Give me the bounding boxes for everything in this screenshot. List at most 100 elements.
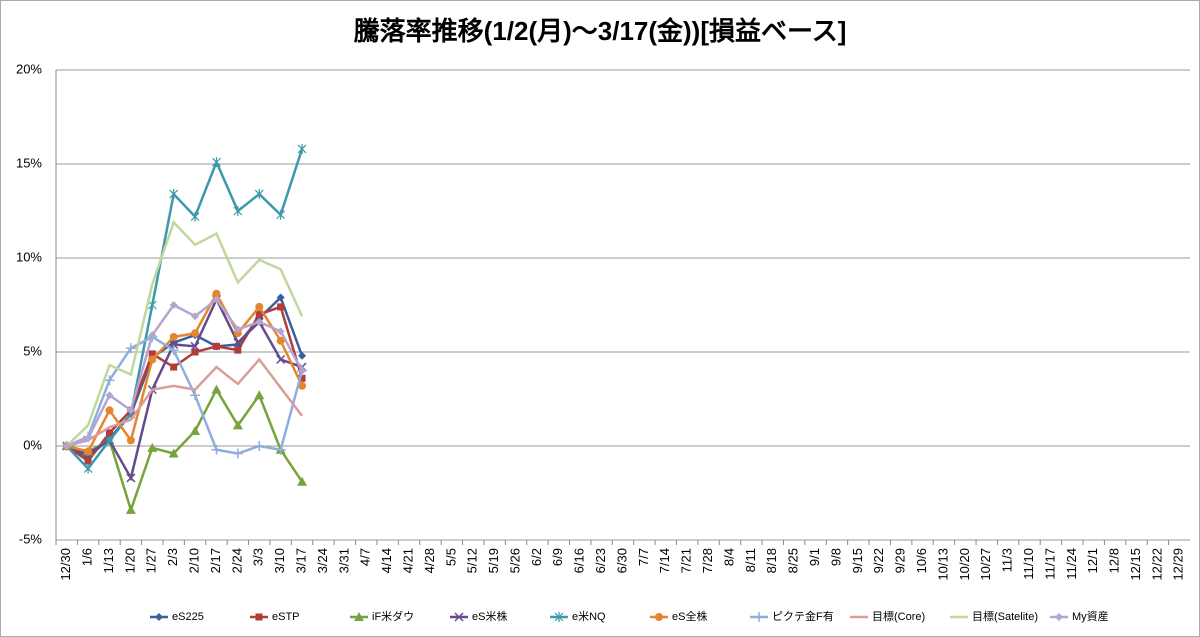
marker [105,429,113,437]
x-tick-label: 6/9 [550,548,565,566]
marker [105,435,114,446]
marker [190,341,200,351]
x-tick-label: 9/22 [871,548,886,573]
marker [276,336,285,345]
legend-label: eS225 [172,611,204,623]
legend-label: 目標(Core) [872,609,925,623]
marker [234,346,242,354]
x-tick-label: 8/18 [764,548,779,573]
marker [169,189,179,200]
x-tick-label: 5/12 [465,548,480,573]
x-tick-label: 10/27 [978,548,993,581]
x-tick-label: 3/10 [272,548,287,573]
chart-title: 騰落率推移(1/2(月)～3/17(金))[損益ベース] [354,16,847,46]
y-tick-label: -5% [19,531,43,546]
x-tick-label: 7/21 [679,548,694,573]
marker [190,390,201,401]
legend-label: eS米株 [472,609,507,623]
marker [84,447,93,456]
x-tick-label: 3/17 [293,548,308,573]
x-tick-label: 7/7 [636,548,651,566]
marker [62,442,71,450]
series-line [66,296,303,482]
y-tick-label: 10% [16,249,42,264]
marker [170,363,178,371]
marker [254,390,265,400]
marker [276,354,286,365]
marker [147,442,158,452]
marker [298,381,307,390]
series-line [65,219,304,447]
x-tick-label: 12/15 [1128,548,1143,581]
marker [212,157,221,168]
legend-label: e米NQ [572,610,606,623]
marker [84,434,93,443]
x-tick-label: 3/24 [315,548,330,573]
x-tick-label: 8/11 [743,548,758,572]
marker [83,463,93,474]
series-line [66,357,304,448]
marker [147,300,157,310]
x-tick-label: 12/30 [58,548,73,581]
marker [104,375,115,386]
x-tick-label: 2/24 [229,548,244,573]
marker [212,295,221,304]
marker [255,317,264,326]
marker [276,293,285,302]
x-tick-label: 9/15 [850,548,865,573]
marker [298,374,306,382]
marker [254,189,264,200]
marker [454,612,464,622]
series-line [66,291,304,454]
marker [232,448,243,459]
x-tick-label: 4/7 [358,548,373,566]
x-tick-label: 11/3 [1000,548,1015,572]
x-tick-label: 12/29 [1171,548,1186,581]
marker [148,355,157,364]
marker [277,303,285,311]
marker [233,338,243,348]
marker [126,406,135,415]
marker [233,325,242,334]
marker [155,613,163,621]
marker [191,312,200,321]
legend-label: iF米ダウ [372,609,414,623]
x-tick-label: 10/20 [957,548,972,581]
marker [169,301,178,309]
x-tick-label: 1/6 [80,548,95,566]
y-tick-label: 20% [16,61,42,76]
marker [298,366,307,375]
x-tick-label: 6/30 [614,548,629,573]
x-tick-label: 10/6 [914,548,929,573]
marker [169,332,178,341]
legend-label: ピクテ金F有 [772,609,834,623]
y-tick-label: 0% [23,437,42,452]
marker [211,444,222,455]
x-tick-label: 9/29 [893,548,908,573]
x-tick-label: 5/19 [486,548,501,573]
x-tick-label: 6/23 [593,548,608,573]
marker [276,327,285,336]
x-tick-label: 12/8 [1107,548,1122,573]
marker [255,302,264,311]
x-tick-label: 2/3 [165,548,180,566]
marker [254,441,265,451]
marker [190,211,200,222]
x-tick-label: 9/1 [807,548,822,566]
marker [168,345,179,356]
x-tick-label: 6/16 [572,548,587,573]
marker [655,613,663,621]
x-tick-label: 11/24 [1064,548,1079,580]
legend-label: eS全株 [672,609,707,623]
marker [298,351,307,360]
x-tick-label: 7/28 [700,548,715,573]
marker [212,289,221,298]
legend-label: eSTP [272,611,300,623]
marker [148,331,157,340]
x-tick-label: 7/14 [657,548,672,573]
marker [190,425,201,435]
marker [148,350,156,358]
x-tick-label: 4/21 [400,548,415,573]
